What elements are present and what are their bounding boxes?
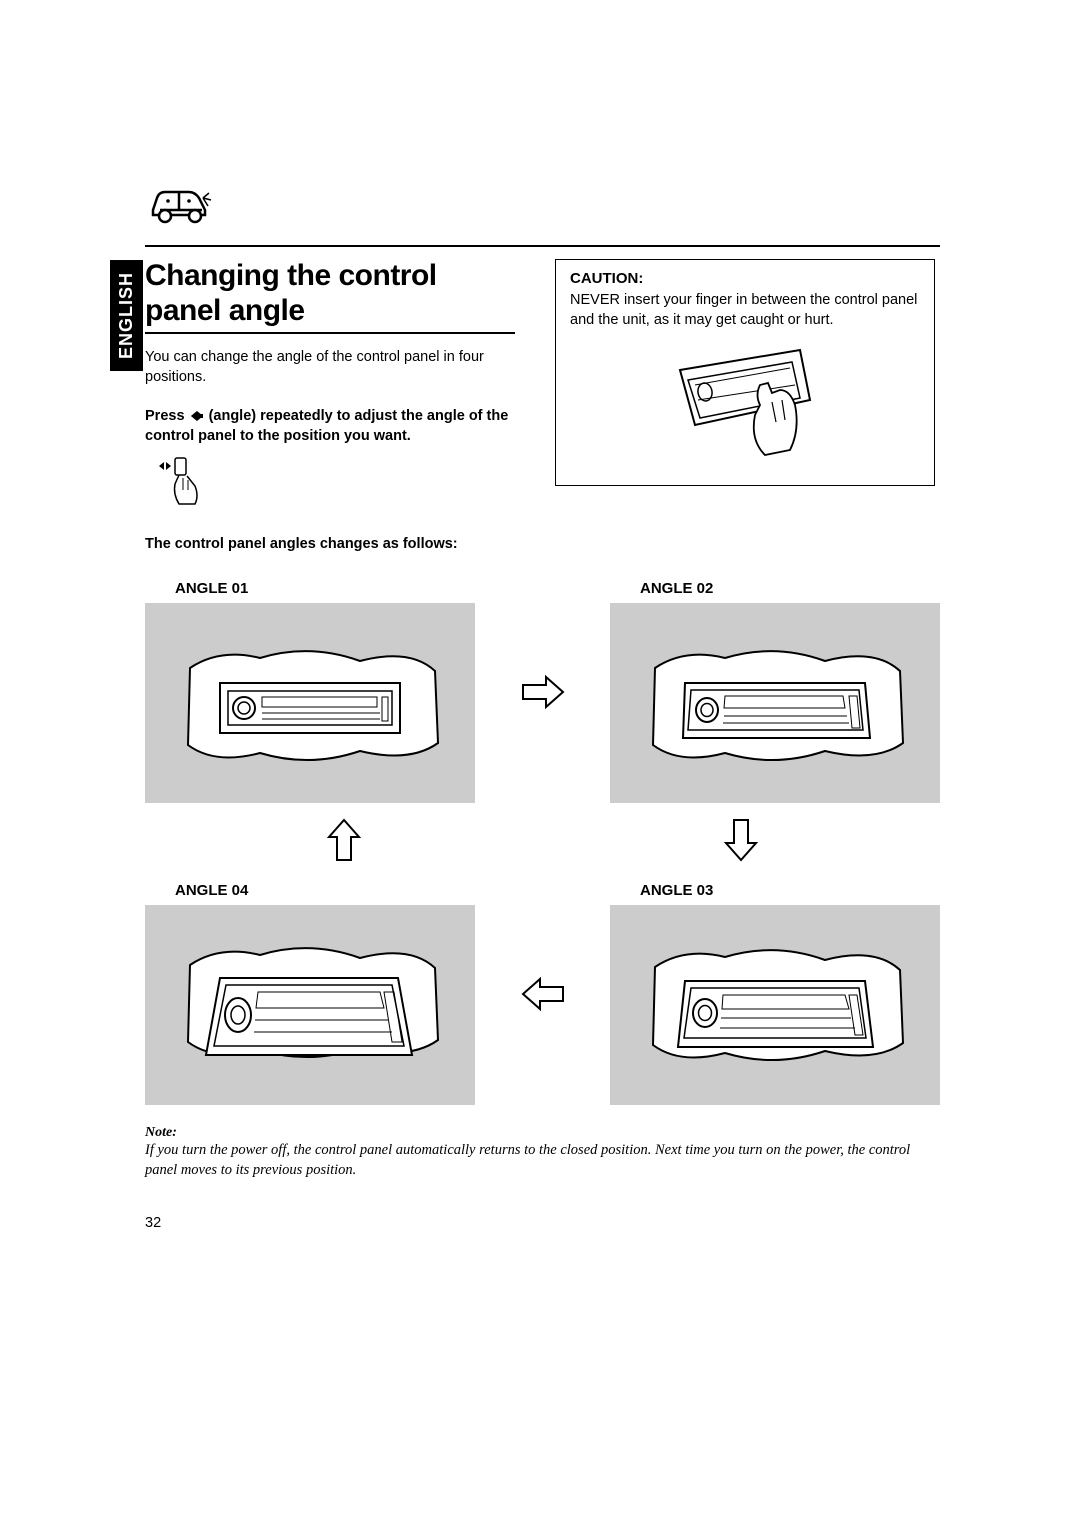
angle-box-4 (145, 905, 475, 1105)
angle-box-1 (145, 603, 475, 803)
page-number: 32 (145, 1215, 940, 1231)
title-underline (145, 332, 515, 334)
subhead: The control panel angles changes as foll… (145, 536, 515, 552)
note-title: Note: (145, 1125, 940, 1141)
instruction-pre: Press (145, 408, 189, 424)
divider (145, 245, 940, 247)
caution-title: CAUTION: (570, 270, 920, 287)
caution-illustration (570, 330, 920, 485)
caution-box: CAUTION: NEVER insert your finger in bet… (555, 259, 935, 486)
angle-box-3 (610, 905, 940, 1105)
press-button-icon (155, 456, 515, 516)
arrow-right-icon (513, 672, 573, 712)
angle-diagram-grid: ANGLE 01 (145, 580, 940, 1105)
language-tab: ENGLISH (110, 260, 143, 371)
press-instruction: Press (angle) repeatedly to adjust the a… (145, 407, 515, 446)
caution-text: NEVER insert your finger in between the … (570, 291, 920, 330)
angle-label-1: ANGLE 01 (175, 580, 475, 597)
angle-label-3: ANGLE 03 (640, 882, 940, 899)
arrow-down-icon (576, 815, 906, 870)
note-text: If you turn the power off, the control p… (145, 1141, 940, 1180)
angle-label-4: ANGLE 04 (175, 882, 475, 899)
intro-text: You can change the angle of the control … (145, 348, 515, 387)
arrow-up-icon (179, 815, 509, 870)
arrow-left-icon (513, 974, 573, 1014)
angle-label-2: ANGLE 02 (640, 580, 940, 597)
page-title: Changing the control panel angle (145, 259, 515, 328)
car-icon (145, 180, 940, 230)
angle-box-2 (610, 603, 940, 803)
note-block: Note: If you turn the power off, the con… (145, 1125, 940, 1180)
angle-glyph-icon (189, 409, 205, 423)
